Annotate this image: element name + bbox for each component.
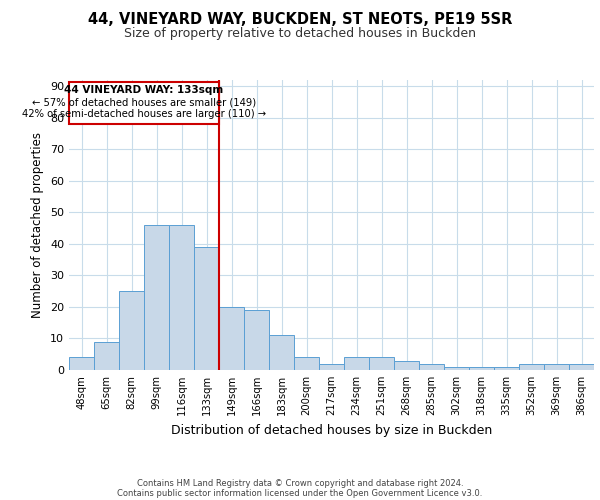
Bar bbox=[544, 364, 569, 370]
Bar bbox=[144, 225, 169, 370]
Bar bbox=[119, 291, 144, 370]
Bar bbox=[219, 307, 244, 370]
X-axis label: Distribution of detached houses by size in Buckden: Distribution of detached houses by size … bbox=[171, 424, 492, 436]
Bar bbox=[169, 225, 194, 370]
Bar bbox=[69, 358, 94, 370]
Bar bbox=[419, 364, 444, 370]
FancyBboxPatch shape bbox=[69, 82, 219, 124]
Text: ← 57% of detached houses are smaller (149): ← 57% of detached houses are smaller (14… bbox=[32, 98, 256, 108]
Bar bbox=[344, 358, 369, 370]
Y-axis label: Number of detached properties: Number of detached properties bbox=[31, 132, 44, 318]
Bar bbox=[94, 342, 119, 370]
Text: 42% of semi-detached houses are larger (110) →: 42% of semi-detached houses are larger (… bbox=[22, 110, 266, 120]
Bar bbox=[194, 247, 219, 370]
Text: Contains public sector information licensed under the Open Government Licence v3: Contains public sector information licen… bbox=[118, 488, 482, 498]
Text: 44 VINEYARD WAY: 133sqm: 44 VINEYARD WAY: 133sqm bbox=[64, 86, 224, 96]
Bar bbox=[294, 358, 319, 370]
Text: Contains HM Land Registry data © Crown copyright and database right 2024.: Contains HM Land Registry data © Crown c… bbox=[137, 478, 463, 488]
Bar bbox=[244, 310, 269, 370]
Text: 44, VINEYARD WAY, BUCKDEN, ST NEOTS, PE19 5SR: 44, VINEYARD WAY, BUCKDEN, ST NEOTS, PE1… bbox=[88, 12, 512, 28]
Bar bbox=[269, 336, 294, 370]
Bar bbox=[369, 358, 394, 370]
Bar bbox=[319, 364, 344, 370]
Bar bbox=[494, 367, 519, 370]
Bar bbox=[469, 367, 494, 370]
Text: Size of property relative to detached houses in Buckden: Size of property relative to detached ho… bbox=[124, 28, 476, 40]
Bar bbox=[569, 364, 594, 370]
Bar bbox=[444, 367, 469, 370]
Bar bbox=[394, 360, 419, 370]
Bar bbox=[519, 364, 544, 370]
